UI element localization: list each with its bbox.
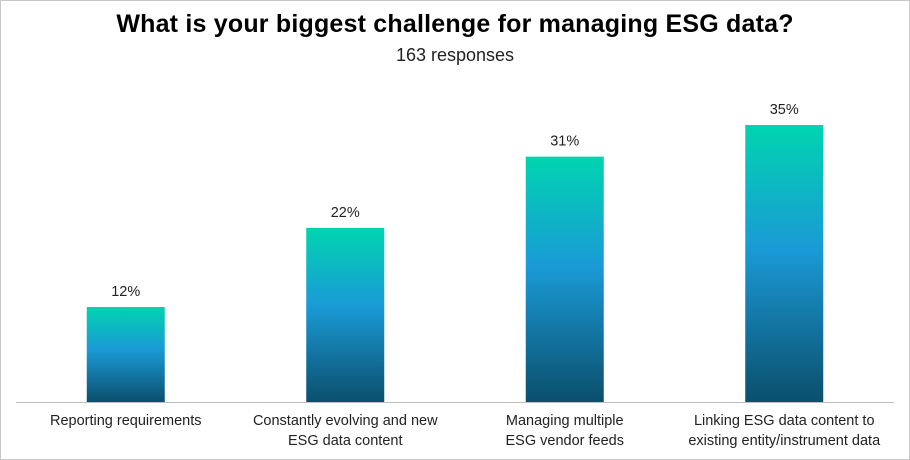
category-label: Linking ESG data content to existing ent…: [688, 413, 881, 449]
data-label: 35%: [770, 102, 799, 118]
bar: [86, 307, 165, 402]
bar: [745, 125, 824, 402]
data-label: 31%: [550, 134, 579, 150]
chart-subtitle: 163 responses: [395, 45, 515, 65]
category-label: Constantly evolving and new ESG data con…: [252, 413, 438, 449]
category-label: Reporting requirements: [49, 413, 202, 429]
bar: [306, 227, 385, 402]
data-label: 22%: [331, 205, 360, 221]
data-label: 12%: [111, 284, 140, 300]
bar: [525, 156, 604, 402]
chart-title: What is your biggest challenge for manag…: [116, 10, 794, 38]
category-label: Managing multiple ESG vendor feeds: [505, 413, 625, 449]
